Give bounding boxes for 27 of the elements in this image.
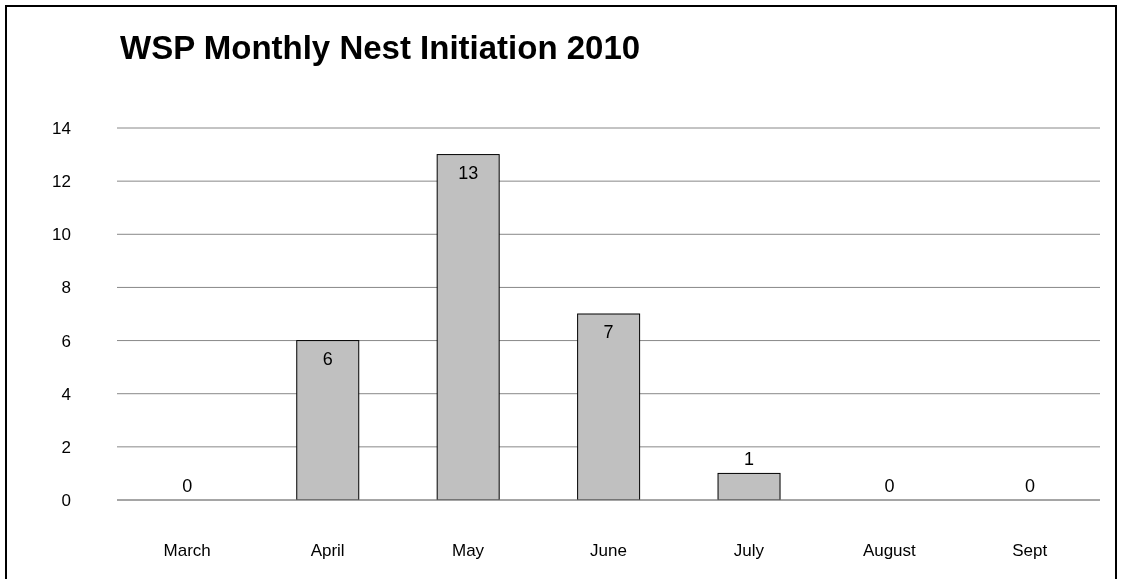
data-label: 1 — [744, 449, 755, 470]
y-tick-label: 6 — [61, 331, 71, 351]
y-tick-label: 10 — [52, 225, 71, 245]
data-label: 6 — [322, 348, 333, 369]
data-label: 0 — [1024, 476, 1035, 496]
y-tick-label: 4 — [61, 384, 71, 404]
y-tick-label: 8 — [61, 278, 71, 298]
bar — [296, 340, 360, 500]
data-label: 0 — [182, 476, 193, 496]
x-tick-label: April — [310, 541, 345, 561]
x-tick-label: March — [163, 541, 211, 561]
y-tick-label: 0 — [61, 491, 71, 511]
bar — [577, 313, 641, 500]
y-tick-label: 14 — [52, 119, 71, 139]
x-tick-label: August — [862, 541, 917, 561]
data-label: 0 — [884, 476, 895, 496]
y-tick-label: 12 — [52, 172, 71, 192]
bar — [436, 154, 500, 500]
bar — [717, 472, 781, 500]
data-label: 7 — [603, 322, 614, 342]
y-tick-label: 2 — [61, 437, 71, 457]
chart-title: WSP Monthly Nest Initiation 2010 — [120, 29, 641, 67]
x-tick-label: Sept — [1012, 541, 1048, 561]
data-label: 13 — [458, 162, 479, 183]
x-tick-label: July — [733, 541, 765, 561]
x-tick-label: June — [590, 541, 627, 561]
x-tick-label: May — [452, 541, 485, 561]
